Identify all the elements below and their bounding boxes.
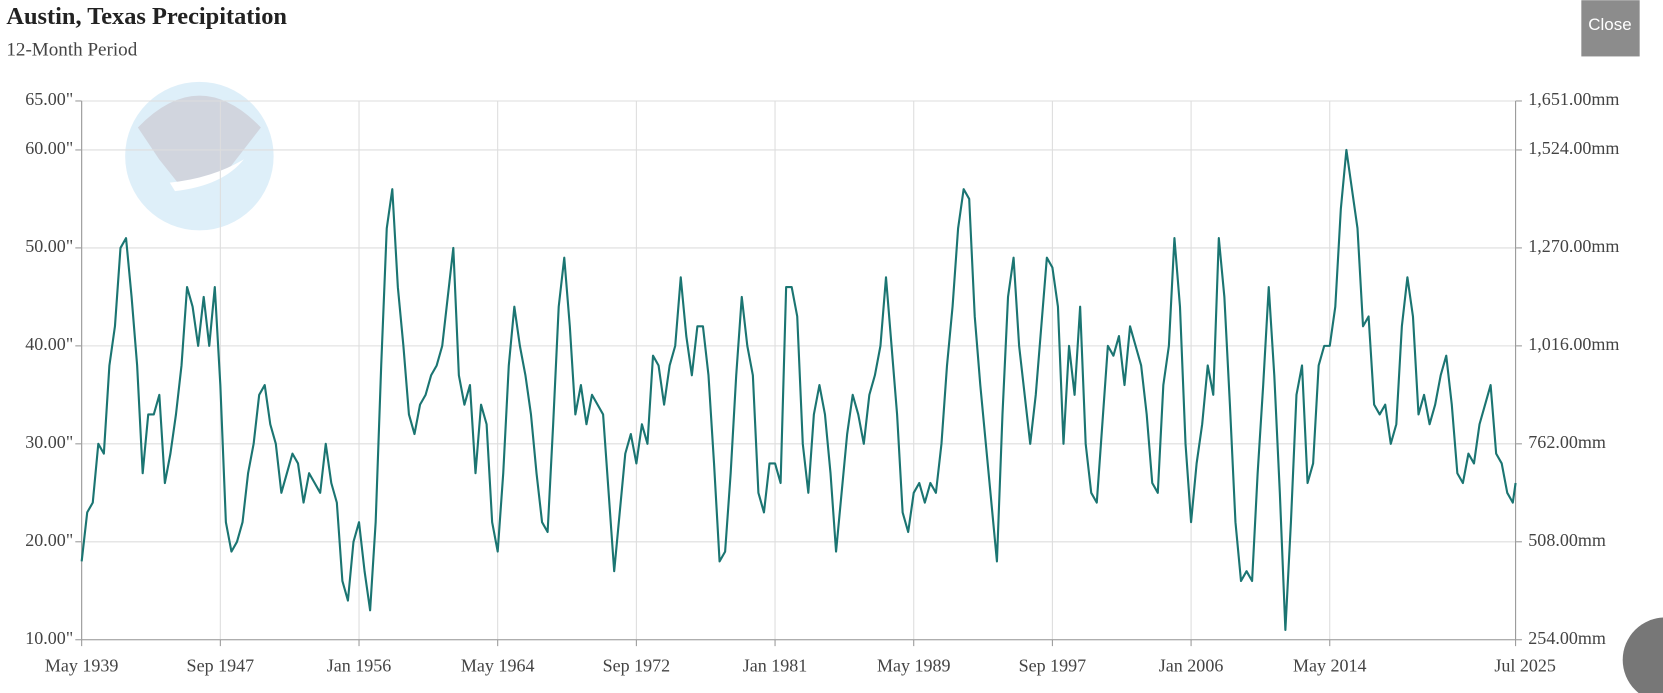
y2-tick-label: 254.00mm	[1528, 628, 1606, 648]
close-button-label[interactable]: Close	[1588, 15, 1631, 34]
y-tick-label: 30.00"	[25, 432, 73, 452]
y2-tick-label: 1,651.00mm	[1528, 89, 1619, 109]
x-tick-label: Sep 1947	[187, 655, 255, 675]
y2-tick-label: 762.00mm	[1528, 432, 1606, 452]
x-tick-label: Jul 2025	[1494, 655, 1556, 675]
y-tick-label: 10.00"	[25, 628, 73, 648]
x-tick-label: May 1964	[461, 655, 535, 675]
x-tick-label: May 1989	[877, 655, 951, 675]
precip-line	[80, 148, 1517, 632]
y2-tick-label: 1,270.00mm	[1528, 236, 1619, 256]
y-tick-label: 40.00"	[25, 334, 73, 354]
x-tick-label: Jan 1956	[327, 655, 392, 675]
close-button-bg[interactable]	[1581, 0, 1640, 57]
y2-tick-label: 508.00mm	[1528, 530, 1606, 550]
y-tick-label: 50.00"	[25, 236, 73, 256]
y2-tick-label: 1,524.00mm	[1528, 138, 1619, 158]
noaa-logo	[125, 81, 274, 231]
plot: 10.00" 20.00" 30.00" 40.00" 50.00" 60.00" 65.0…	[25, 89, 1619, 675]
x-tick-label: Sep 1997	[1019, 655, 1087, 675]
y2-tick-label: 1,016.00mm	[1528, 334, 1619, 354]
chart-subtitle: 12-Month Period	[6, 40, 137, 61]
y-tick-label: 20.00"	[25, 530, 73, 550]
corner-button[interactable]	[1622, 617, 1663, 693]
close-button[interactable]: Close	[1581, 0, 1640, 57]
y-tick-label: 60.00"	[25, 138, 73, 158]
chart-title: Austin, Texas Precipitation	[6, 3, 287, 30]
x-tick-label: Jan 2006	[1159, 655, 1224, 675]
y-tick-label: 65.00"	[25, 89, 73, 109]
x-tick-label: May 2014	[1293, 655, 1367, 675]
x-tick-label: May 1939	[45, 655, 119, 675]
x-tick-label: Jan 1981	[743, 655, 808, 675]
x-tick-label: Sep 1972	[603, 655, 671, 675]
